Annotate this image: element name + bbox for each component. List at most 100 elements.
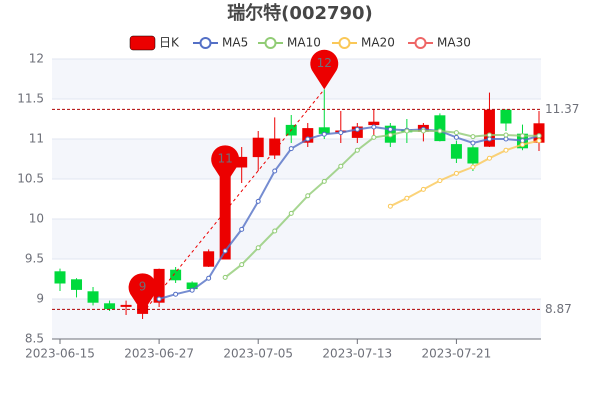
ma-point: [437, 128, 443, 134]
ma-point: [404, 195, 410, 201]
split-area: [52, 59, 541, 99]
ma-point: [321, 178, 327, 184]
candle-body: [269, 138, 281, 156]
ma-point: [387, 132, 393, 138]
ma-point: [503, 136, 509, 142]
mark-point: [310, 49, 339, 90]
ma-point: [321, 131, 327, 137]
ma-point: [486, 155, 492, 161]
ma-point: [156, 296, 162, 302]
candle-body: [368, 121, 380, 126]
ma-point: [255, 198, 261, 204]
mark-line-label: 8.87: [545, 302, 572, 316]
trend-line: [142, 89, 325, 314]
mark-line-label: 11.37: [545, 102, 579, 116]
ma-point: [354, 126, 360, 132]
legend-icon: [414, 37, 427, 49]
ma-point: [420, 128, 426, 134]
ma-point: [255, 245, 261, 251]
candle-body: [120, 304, 132, 307]
legend-icon: [264, 37, 277, 49]
split-area: [52, 219, 541, 259]
legend-label: MA10: [287, 36, 321, 50]
ma-point: [272, 168, 278, 174]
ma-point: [519, 133, 525, 139]
candle-body: [87, 291, 99, 303]
ma-point: [470, 140, 476, 146]
candle-body: [450, 144, 462, 159]
x-tick-label: 2023-06-27: [124, 347, 194, 361]
candle-body: [252, 137, 264, 158]
candle-body: [434, 115, 446, 142]
ma-point: [222, 274, 228, 280]
candle-body: [302, 128, 314, 143]
ma-point: [453, 134, 459, 140]
ma-point: [536, 133, 542, 139]
ma-point: [305, 136, 311, 142]
ma-point: [470, 164, 476, 170]
ma-line: [389, 139, 540, 208]
split-area: [52, 299, 541, 339]
ma-point: [239, 226, 245, 232]
y-tick-label: 8.5: [25, 332, 44, 346]
ma-point: [503, 147, 509, 153]
ma-point: [420, 186, 426, 192]
ma-point: [519, 138, 525, 144]
ma-point: [387, 203, 393, 209]
x-tick-label: 2023-07-05: [223, 347, 293, 361]
ma-point: [453, 130, 459, 136]
candle-body: [54, 271, 66, 284]
legend-label: MA5: [222, 36, 248, 50]
candle-body: [71, 279, 83, 290]
mark-point-label: 11: [218, 152, 233, 166]
ma-point: [354, 147, 360, 153]
ma-point: [470, 134, 476, 140]
ma-point: [288, 210, 294, 216]
legend-label: 日K: [159, 36, 180, 50]
candle-body: [500, 109, 512, 124]
candle-body: [483, 109, 495, 147]
y-tick-label: 10.5: [17, 172, 44, 186]
ma-point: [371, 134, 377, 140]
y-tick-label: 11.5: [17, 92, 44, 106]
ma-point: [536, 138, 542, 144]
ma-point: [519, 142, 525, 148]
x-tick-label: 2023-07-13: [322, 347, 392, 361]
chart-title: 瑞尔特(002790): [227, 2, 373, 24]
legend-label: MA20: [361, 36, 395, 50]
candle-body: [203, 251, 215, 267]
ma-point: [272, 228, 278, 234]
ma-point: [503, 132, 509, 138]
y-tick-label: 10: [29, 212, 44, 226]
ma-point: [387, 126, 393, 132]
mark-point-label: 12: [317, 56, 332, 70]
ma-point: [288, 146, 294, 152]
legend-icon: [129, 35, 156, 51]
legend-label: MA30: [437, 36, 471, 50]
y-tick-label: 9.5: [25, 252, 44, 266]
ma-point: [173, 291, 179, 297]
y-tick-label: 12: [29, 52, 44, 66]
candle-body: [467, 147, 479, 164]
ma-point: [437, 178, 443, 184]
candle-body: [170, 269, 182, 281]
ma-point: [189, 287, 195, 293]
y-tick-label: 11: [29, 132, 44, 146]
ma-point: [206, 275, 212, 281]
x-tick-label: 2023-06-15: [25, 347, 95, 361]
ma-line: [158, 125, 540, 300]
candle-body: [104, 303, 116, 310]
mark-point-label: 9: [139, 280, 147, 294]
legend-icon: [199, 37, 212, 49]
ma-line: [224, 130, 539, 279]
mark-point: [128, 273, 157, 313]
y-tick-label: 9: [36, 292, 44, 306]
ma-point: [486, 132, 492, 138]
ma-point: [305, 193, 311, 199]
ma-point: [222, 248, 228, 254]
ma-point: [486, 136, 492, 142]
ma-point: [371, 124, 377, 130]
ma-point: [338, 130, 344, 136]
ma-point: [453, 170, 459, 176]
